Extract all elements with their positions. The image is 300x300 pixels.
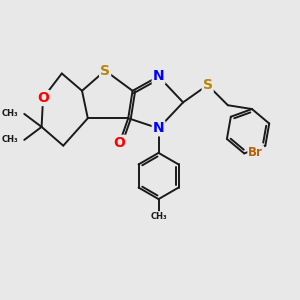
Text: CH₃: CH₃ (1, 110, 18, 118)
Text: CH₃: CH₃ (150, 212, 167, 221)
Text: N: N (153, 69, 164, 83)
Text: CH₃: CH₃ (1, 135, 18, 144)
Text: N: N (153, 121, 164, 135)
Text: Br: Br (248, 146, 263, 159)
Text: S: S (100, 64, 110, 78)
Text: O: O (114, 136, 125, 150)
Text: S: S (202, 78, 213, 92)
Text: O: O (37, 91, 49, 105)
